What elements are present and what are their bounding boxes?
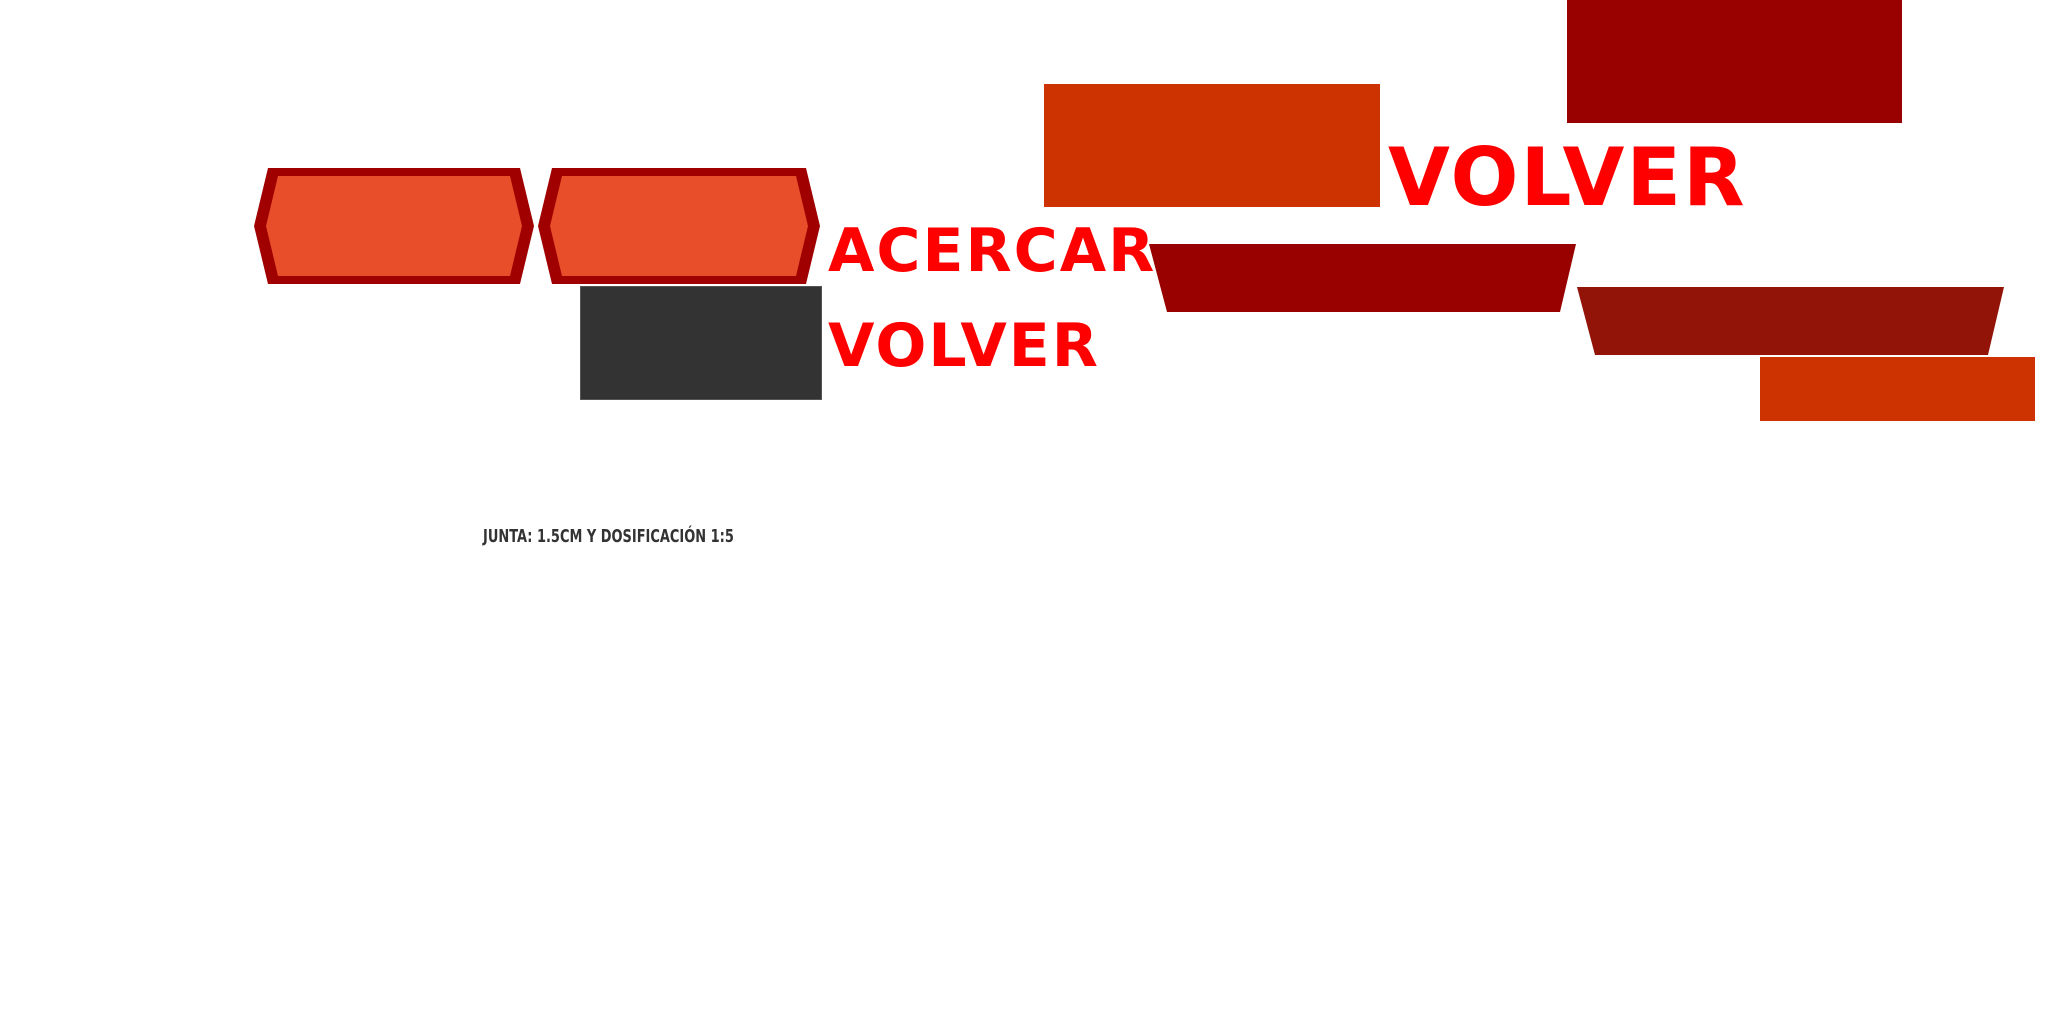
orange-red-block[interactable] <box>1044 84 1380 207</box>
orange-red-bottom-block[interactable] <box>1760 357 2035 421</box>
joint-spec-caption: JUNTA: 1.5CM Y DOSIFICACIÓN 1:5 <box>483 526 734 547</box>
dark-red-top-block[interactable] <box>1567 0 1902 123</box>
volver-button-large[interactable]: VOLVER <box>1388 131 1747 224</box>
acercar-button[interactable]: ACERCAR <box>828 216 1157 286</box>
dark-red-trapezoid[interactable] <box>1149 244 1577 314</box>
dark-gray-block[interactable] <box>580 286 822 400</box>
hexagon-button-right[interactable] <box>536 166 822 286</box>
volver-button-small[interactable]: VOLVER <box>828 311 1100 381</box>
maroon-trapezoid[interactable] <box>1577 287 2005 357</box>
hexagon-button-left[interactable] <box>252 166 536 286</box>
